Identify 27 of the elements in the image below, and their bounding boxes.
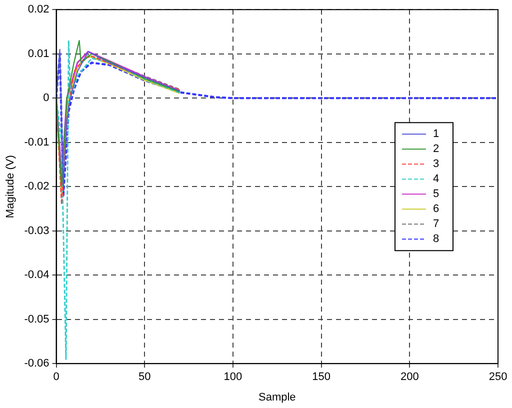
- x-tick-label: 150: [312, 371, 330, 384]
- x-axis-title: Sample: [258, 391, 296, 404]
- y-tick-label: -0.02: [24, 180, 50, 193]
- y-tick-label: 0: [43, 92, 50, 104]
- y-tick-label: -0.06: [24, 358, 50, 370]
- legend-label: 2: [433, 143, 440, 156]
- x-tick-label: 0: [53, 371, 60, 384]
- legend-label: 4: [433, 173, 440, 186]
- line-series: [56, 40, 181, 360]
- y-tick-label: 0.01: [28, 48, 50, 60]
- y-tick-label: -0.01: [24, 136, 50, 148]
- y-tick-label: -0.04: [24, 269, 50, 282]
- legend-label: 7: [433, 218, 440, 230]
- x-tick-label: 100: [224, 371, 242, 384]
- line-series: [56, 52, 498, 196]
- x-tick-label: 250: [488, 371, 508, 384]
- legend-label: 6: [433, 203, 440, 216]
- legend-label: 3: [433, 158, 440, 170]
- y-axis-title: Magitude (V): [4, 155, 17, 218]
- y-tick-label: 0.02: [28, 4, 50, 16]
- x-tick-label: 50: [138, 371, 151, 384]
- legend-label: 1: [433, 128, 440, 140]
- y-tick-label: -0.05: [24, 313, 50, 326]
- legend-label: 8: [433, 233, 440, 246]
- legend-label: 5: [433, 188, 440, 200]
- y-tick-label: -0.03: [24, 224, 50, 237]
- x-tick-label: 200: [400, 371, 419, 384]
